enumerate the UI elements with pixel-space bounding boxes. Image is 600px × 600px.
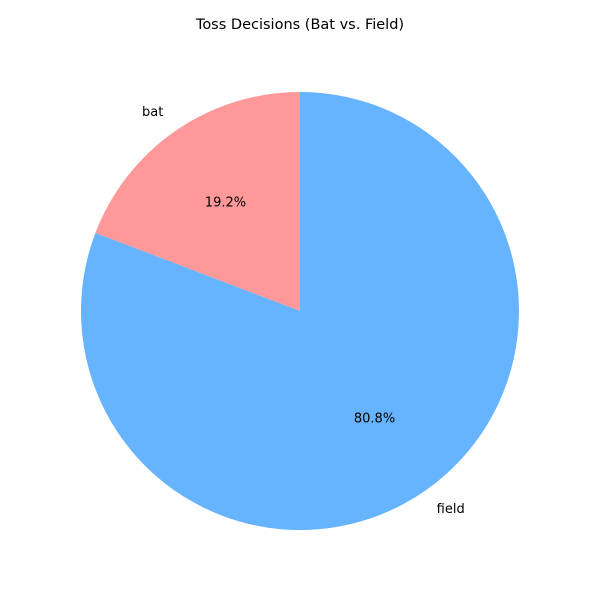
pie-labels: bat 19.2% field 80.8%	[142, 105, 465, 517]
pie-slice-field	[81, 92, 520, 530]
slice-label-bat: bat	[142, 105, 163, 120]
pct-label-bat: 19.2%	[205, 195, 246, 210]
pie-slice-bat	[95, 92, 300, 311]
pie-slices	[81, 92, 520, 530]
pct-label-field: 80.8%	[354, 412, 395, 427]
slice-label-field: field	[437, 502, 465, 517]
chart-title: Toss Decisions (Bat vs. Field)	[195, 17, 404, 33]
